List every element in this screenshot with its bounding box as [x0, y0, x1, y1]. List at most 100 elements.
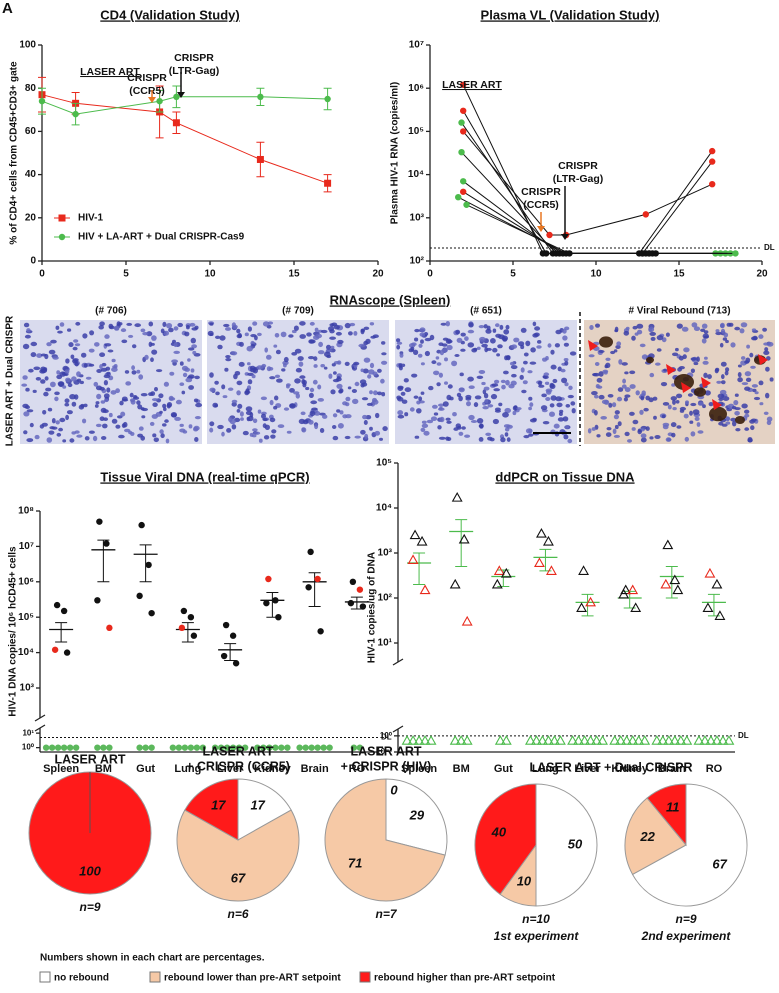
cell-nucleus [726, 322, 732, 327]
cell-nucleus [209, 372, 214, 378]
marker [597, 735, 609, 745]
annotation-line: (LTR-Gag) [553, 173, 604, 185]
cell-nucleus [363, 420, 368, 425]
cell-nucleus [396, 338, 401, 343]
marker [542, 735, 554, 745]
cell-nucleus [631, 427, 636, 431]
cell-nucleus [39, 424, 45, 429]
cell-nucleus [617, 387, 624, 392]
cell-nucleus [766, 420, 772, 426]
pie-label: 71 [348, 855, 362, 870]
cell-nucleus [670, 422, 677, 428]
cell-nucleus [715, 331, 722, 336]
sem-bar [413, 552, 426, 585]
cell-nucleus [482, 389, 487, 395]
marker [500, 735, 512, 745]
cell-nucleus [510, 365, 518, 370]
cell-nucleus [150, 391, 156, 396]
x-tick-label: Liver [217, 763, 244, 775]
cell-nucleus [720, 328, 726, 334]
pie-label: 29 [409, 808, 425, 823]
cell-nucleus [482, 406, 489, 410]
red-arrowhead [701, 377, 711, 388]
cell-nucleus [730, 342, 736, 348]
cell-nucleus [286, 430, 292, 434]
cell-nucleus [506, 424, 513, 429]
cell-nucleus [563, 358, 569, 362]
cell-nucleus [419, 327, 426, 333]
cell-nucleus [331, 363, 336, 367]
cell-nucleus [308, 392, 314, 398]
pie-n: n=6 [227, 907, 248, 921]
cell-nucleus [323, 366, 328, 370]
cell-nucleus [605, 357, 611, 361]
cell-nucleus [404, 387, 412, 393]
cell-nucleus [485, 328, 492, 334]
marker [401, 735, 413, 745]
x-tick-label: Brain [301, 763, 329, 775]
cell-nucleus [150, 357, 154, 363]
cell-nucleus [623, 397, 629, 402]
cell-nucleus [528, 433, 534, 437]
cell-nucleus [596, 385, 603, 389]
cell-nucleus [116, 321, 121, 327]
cell-nucleus [683, 413, 689, 419]
cell-nucleus [115, 388, 120, 394]
cell-nucleus [66, 410, 73, 415]
cell-nucleus [519, 374, 524, 380]
cell-nucleus [59, 417, 66, 423]
cell-nucleus [379, 437, 383, 441]
annotation-line: CRISPR [127, 72, 167, 84]
cell-nucleus [70, 354, 75, 360]
cell-nucleus [692, 409, 700, 415]
cell-nucleus [563, 434, 569, 440]
cell-nucleus [299, 321, 306, 326]
legend-marker [58, 214, 66, 222]
x-tick-label: Kidney [254, 763, 292, 775]
pie-title: LASER ART [202, 744, 273, 758]
cell-nucleus [375, 412, 380, 419]
cell-nucleus [231, 351, 238, 356]
cell-nucleus [262, 423, 267, 429]
marker [546, 231, 553, 239]
marker [257, 93, 264, 101]
cell-nucleus [723, 332, 729, 338]
y-tick-label: 10⁴ [408, 169, 424, 180]
cell-nucleus [369, 322, 375, 326]
cell-nucleus [632, 419, 639, 425]
cell-nucleus [461, 426, 466, 430]
cell-nucleus [251, 374, 256, 379]
cell-nucleus [735, 428, 741, 432]
cell-nucleus [563, 342, 570, 347]
marker [711, 578, 723, 589]
cell-nucleus [718, 397, 724, 401]
cell-nucleus [381, 341, 386, 345]
marker [458, 533, 470, 544]
cell-nucleus [613, 349, 618, 353]
cell-nucleus [369, 362, 375, 369]
cell-nucleus [49, 426, 55, 430]
cell-nucleus [188, 374, 195, 379]
cell-nucleus [98, 325, 104, 330]
cell-nucleus [362, 414, 368, 420]
cell-nucleus [137, 433, 144, 438]
cell-nucleus [403, 378, 409, 383]
sem-bar [350, 596, 363, 610]
cell-nucleus [30, 341, 38, 347]
row-label: LASER ART + Dual CRISPR [5, 315, 16, 446]
cell-nucleus [464, 434, 471, 438]
cell-nucleus [437, 425, 442, 430]
marker [320, 744, 327, 751]
cell-nucleus [270, 434, 276, 439]
cell-nucleus [142, 332, 149, 336]
x-tick-label: RO [349, 763, 366, 775]
cell-nucleus [332, 425, 337, 429]
red-arrowhead [666, 364, 676, 375]
cell-nucleus [58, 381, 65, 388]
cell-nucleus [452, 412, 457, 417]
cell-nucleus [613, 434, 621, 438]
cell-nucleus [330, 345, 335, 349]
marker [711, 735, 723, 745]
marker [229, 744, 237, 751]
cell-nucleus [283, 356, 289, 363]
